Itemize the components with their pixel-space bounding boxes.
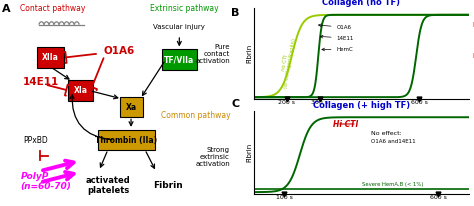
Text: XIIa: XIIa — [42, 53, 59, 62]
Text: O1A6 and14E11: O1A6 and14E11 — [371, 139, 415, 144]
Text: Extrinsic pathway: Extrinsic pathway — [150, 4, 218, 13]
Text: B: B — [231, 8, 240, 18]
Text: Fibrin: Fibrin — [153, 181, 182, 190]
Text: Common pathway: Common pathway — [161, 111, 230, 120]
Text: Xa: Xa — [126, 103, 137, 112]
Text: A: A — [2, 4, 11, 14]
Text: Severe HemA,B (< 1%): Severe HemA,B (< 1%) — [362, 182, 423, 187]
FancyBboxPatch shape — [119, 97, 143, 117]
Text: C: C — [231, 99, 239, 109]
Y-axis label: Fibrin: Fibrin — [246, 143, 252, 162]
Text: HemC: HemC — [322, 47, 353, 52]
Text: Hi CTI: Hi CTI — [333, 120, 359, 129]
Text: Pure
contact
activation: Pure contact activation — [195, 43, 230, 64]
Text: 14E11: 14E11 — [23, 77, 59, 87]
FancyBboxPatch shape — [37, 47, 64, 68]
Y-axis label: Fibrin: Fibrin — [246, 44, 252, 63]
Text: No effect:: No effect: — [371, 131, 401, 136]
FancyBboxPatch shape — [68, 80, 93, 101]
Text: activated
platelets: activated platelets — [86, 176, 130, 195]
Text: O1A6: O1A6 — [103, 47, 135, 56]
FancyBboxPatch shape — [98, 130, 155, 150]
Text: XIa: XIa — [73, 86, 88, 95]
Text: 14E11: 14E11 — [320, 35, 354, 41]
Title: Collagen (+ high TF): Collagen (+ high TF) — [313, 102, 410, 110]
Text: PolyP
(n=60-70): PolyP (n=60-70) — [21, 172, 72, 191]
Text: PPxBD: PPxBD — [23, 136, 48, 145]
Text: TF/VIIa: TF/VIIa — [164, 55, 194, 64]
Text: no CTI
(or collagen/kaolin): no CTI (or collagen/kaolin) — [278, 37, 297, 89]
Text: Low CTI: Low CTI — [473, 22, 474, 28]
Title: Collagen (no TF): Collagen (no TF) — [322, 0, 401, 7]
FancyBboxPatch shape — [162, 49, 197, 70]
Text: Thrombin (IIa): Thrombin (IIa) — [95, 136, 157, 145]
Text: Vascular injury: Vascular injury — [154, 24, 205, 30]
Text: Strong
extrinsic
activation: Strong extrinsic activation — [195, 146, 230, 167]
Text: Hi CTI: Hi CTI — [473, 53, 474, 59]
Text: Contact pathway: Contact pathway — [20, 4, 86, 13]
Text: O1A6: O1A6 — [319, 24, 352, 30]
